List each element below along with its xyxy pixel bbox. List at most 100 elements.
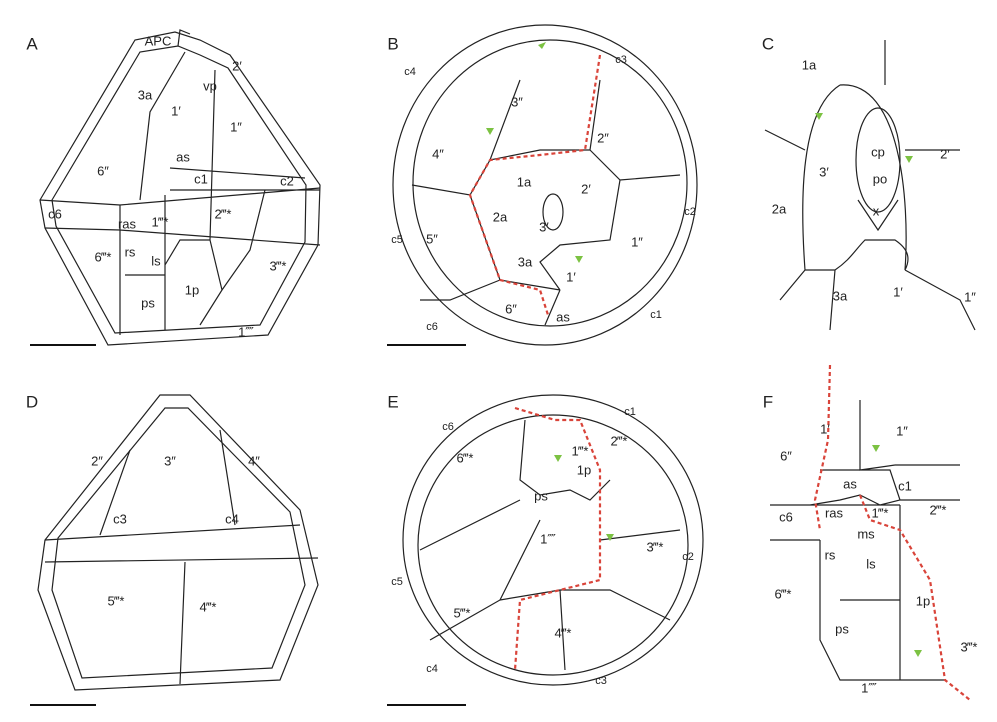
plate-label: 6″	[505, 301, 517, 316]
plate-label: 5‴*	[454, 605, 471, 620]
plate-label: po	[873, 171, 887, 186]
plate-label: c2	[682, 551, 694, 563]
plate-label: 1p	[577, 462, 591, 477]
plate-label: 1′	[171, 103, 181, 118]
plate-label: ls	[866, 556, 876, 571]
plate-label: 2″	[597, 130, 609, 145]
plate-label: 1‴*	[872, 505, 889, 520]
plate-label: 3a	[833, 288, 848, 303]
plate-label: 1″	[896, 423, 908, 438]
plate-label: ras	[825, 505, 844, 520]
plate-label: 3″	[164, 453, 176, 468]
plate-label: 2‴*	[611, 433, 628, 448]
plate-label: 3‴*	[647, 539, 664, 554]
plate-label: c4	[225, 511, 239, 526]
plate-label: rs	[125, 244, 136, 259]
plate-label: c3	[113, 511, 127, 526]
plate-label: 4‴*	[200, 599, 217, 614]
plate-label: 6″	[780, 448, 792, 463]
plate-label: c1	[650, 309, 662, 321]
plate-label: 1′	[566, 269, 576, 284]
plate-label: 2‴*	[930, 502, 947, 517]
plate-label: ls	[151, 253, 161, 268]
plate-label: c4	[404, 66, 416, 78]
panel-letter: F	[763, 392, 773, 411]
plate-label: 1‴*	[572, 443, 589, 458]
plate-label: c3	[595, 675, 607, 687]
panel-letter: D	[26, 392, 38, 411]
panel-d-drawing	[30, 395, 318, 705]
plate-label: rs	[825, 547, 836, 562]
panel-a-drawing	[30, 30, 320, 345]
plate-label: 1⁗	[238, 324, 254, 339]
plate-label: 2a	[772, 201, 787, 216]
plate-label: c5	[391, 234, 403, 246]
plate-label: c2	[684, 206, 696, 218]
plate-label: ras	[118, 216, 137, 231]
plate-label: 4″	[248, 453, 260, 468]
plate-label: c2	[280, 173, 294, 188]
plate-label: 1a	[517, 174, 532, 189]
plate-label: 6‴*	[95, 249, 112, 264]
plate-label: c6	[779, 509, 793, 524]
plate-label: 2‴*	[215, 206, 232, 221]
plate-label: 2a	[493, 209, 508, 224]
plate-label: c1	[624, 406, 636, 418]
plate-label: 4″	[432, 146, 444, 161]
plate-label: 2′	[232, 58, 242, 73]
plate-label: 1″	[631, 234, 643, 249]
plate-label: c1	[194, 171, 208, 186]
plate-label: x	[873, 203, 880, 218]
plate-label: c3	[615, 54, 627, 66]
plate-label: 1p	[916, 593, 930, 608]
plate-label: c4	[426, 663, 438, 675]
plate-label: 6″	[97, 163, 109, 178]
plate-label: 3‴*	[961, 639, 978, 654]
plate-label: APC	[145, 33, 172, 48]
plate-label: vp	[203, 78, 217, 93]
plate-label: c6	[426, 321, 438, 333]
plate-label: 2′	[581, 181, 591, 196]
plate-label: as	[556, 309, 570, 324]
plate-label: 1‴*	[152, 214, 169, 229]
plate-label: 1′	[893, 284, 903, 299]
plate-label: as	[843, 476, 857, 491]
plate-label: 3‴*	[270, 258, 287, 273]
plate-label: 2″	[91, 453, 103, 468]
plate-label: c6	[442, 421, 454, 433]
plate-label: 1″	[230, 119, 242, 134]
plate-label: 3′	[819, 164, 829, 179]
plate-label: c6	[48, 206, 62, 221]
panel-letter: C	[762, 34, 774, 53]
plate-label: as	[176, 149, 190, 164]
plate-label: c5	[391, 576, 403, 588]
figure: AAPCvp2′3a1′1″as6″c1c2c6ras1‴*2‴*rsls6‴*…	[0, 0, 997, 722]
plate-label: 5″	[426, 231, 438, 246]
plate-label: 1p	[185, 282, 199, 297]
plate-label: 3″	[511, 94, 523, 109]
plate-label: c1	[898, 478, 912, 493]
panel-b-drawing	[387, 25, 697, 345]
plate-label: 1⁗	[540, 531, 556, 546]
plate-label: 3′	[539, 219, 549, 234]
plate-label: 3a	[138, 87, 153, 102]
plate-label: 1′	[820, 421, 830, 436]
plate-label: 1a	[802, 57, 817, 72]
plate-label: ps	[534, 488, 548, 503]
plate-label: 3a	[518, 254, 533, 269]
plate-label: 4‴*	[555, 625, 572, 640]
marker-triangles	[486, 42, 922, 657]
plate-label: cp	[871, 144, 885, 159]
plate-label: ps	[835, 621, 849, 636]
plate-label: 6‴*	[775, 586, 792, 601]
plate-label: 6‴*	[457, 450, 474, 465]
plate-label: 1⁗	[861, 680, 877, 695]
panel-letter: E	[387, 392, 398, 411]
plate-label: 2′	[940, 146, 950, 161]
plate-label: 1″	[964, 289, 976, 304]
panel-letter: B	[387, 34, 398, 53]
plate-label: ps	[141, 295, 155, 310]
plate-label: ms	[857, 526, 875, 541]
panel-c-drawing	[765, 40, 975, 330]
panel-letter: A	[26, 34, 38, 53]
